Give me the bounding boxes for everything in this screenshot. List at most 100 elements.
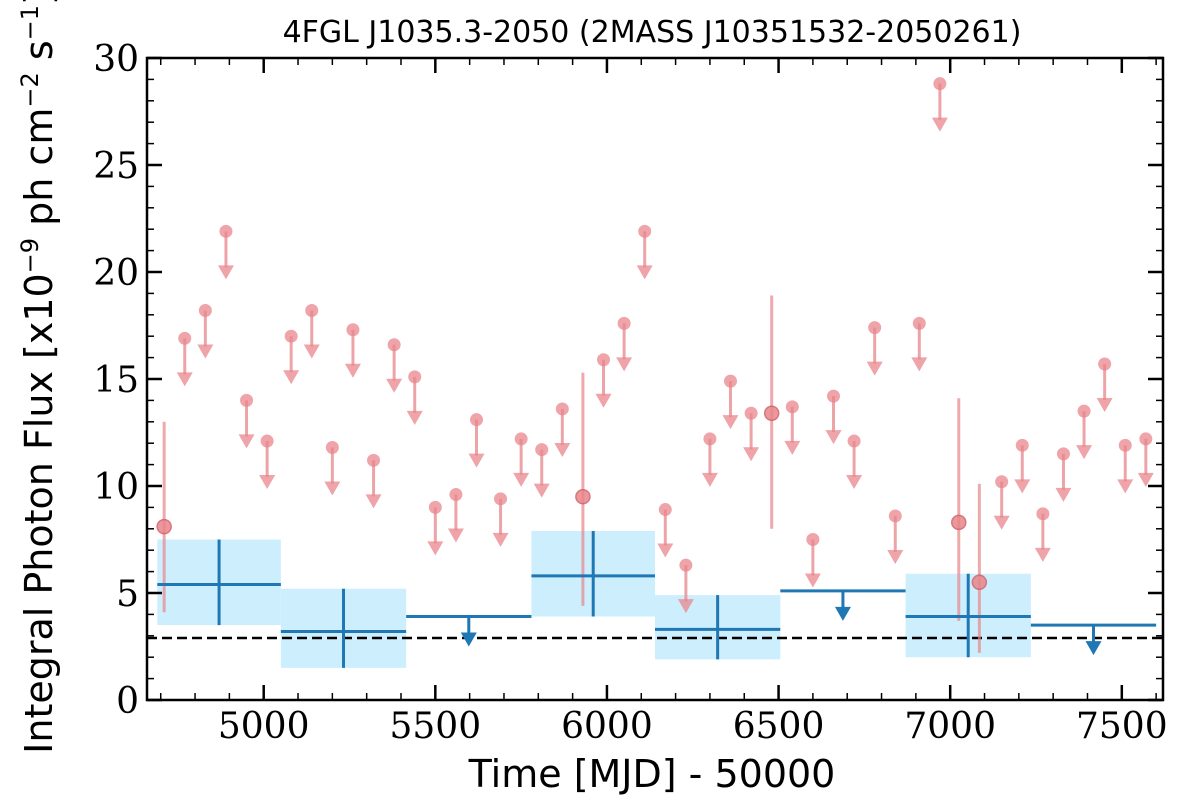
upper-limit-marker (658, 503, 672, 517)
upper-limit-marker (494, 492, 508, 506)
x-tick-label: 6500 (733, 706, 825, 747)
y-tick-label: 15 (93, 360, 139, 401)
upper-limit-arrowhead (846, 475, 863, 490)
upper-limit-marker (198, 304, 212, 318)
short-bin-upper-limit (259, 434, 276, 490)
upper-limit-arrowhead (993, 515, 1010, 530)
short-bin-upper-limit (513, 432, 530, 487)
upper-limit-arrowhead (701, 472, 718, 487)
upper-limit-marker (387, 338, 401, 352)
upper-limit-marker (868, 321, 882, 335)
upper-limit-marker (1056, 447, 1070, 461)
upper-limit-arrowhead (554, 442, 571, 457)
upper-limit-arrowhead (1034, 547, 1051, 562)
short-bin-upper-limit (743, 406, 760, 462)
y-axis-label-part: −2 (16, 72, 44, 107)
upper-limit-marker (679, 558, 693, 572)
long-upper-limit-arrowhead (460, 632, 477, 647)
short-bin-upper-limit (217, 224, 234, 280)
short-bin-upper-limit (238, 393, 255, 449)
short-bin-upper-limit (427, 500, 444, 556)
upper-limit-marker (346, 323, 360, 337)
upper-limit-marker (408, 370, 422, 384)
upper-limit-marker (1118, 438, 1132, 452)
short-bin-upper-limit (722, 374, 739, 430)
upper-limit-arrowhead (324, 481, 341, 496)
short-bin-layer (156, 77, 1154, 653)
upper-limit-marker (703, 432, 717, 446)
upper-limit-marker (449, 488, 463, 502)
short-bin-upper-limit (1117, 438, 1134, 494)
long-bin-upper-limit (1030, 623, 1157, 656)
upper-limit-arrowhead (722, 415, 739, 430)
upper-limit-marker (325, 440, 339, 454)
upper-limit-arrowhead (743, 447, 760, 462)
short-bin-upper-limit (825, 389, 842, 445)
short-bin-upper-limit (324, 440, 341, 496)
long-upper-limit-arrowhead (1085, 641, 1102, 656)
upper-limit-marker (535, 443, 549, 457)
short-bin-upper-limit (533, 443, 550, 498)
short-bin-upper-limit (804, 533, 821, 588)
upper-limit-marker (744, 406, 758, 420)
short-bin-upper-limit (701, 432, 718, 487)
upper-limit-arrowhead (931, 117, 948, 132)
upper-limit-arrowhead (468, 453, 485, 468)
y-axis-label-part: s (17, 40, 61, 72)
detection-marker (156, 518, 172, 535)
upper-limit-arrowhead (513, 472, 530, 487)
upper-limit-marker (1139, 432, 1153, 446)
upper-limit-arrowhead (616, 357, 633, 372)
x-tick-label: 5500 (390, 706, 482, 747)
short-bin-upper-limit (283, 329, 300, 385)
short-bin-upper-limit (1096, 357, 1113, 413)
y-tick-label: 30 (93, 39, 139, 80)
upper-limit-marker (995, 475, 1009, 489)
upper-limit-marker (555, 402, 569, 416)
upper-limit-arrowhead (176, 372, 193, 387)
upper-limit-arrowhead (887, 549, 904, 564)
upper-limit-marker (260, 434, 274, 448)
y-tick-label: 25 (93, 146, 139, 187)
short-bin-upper-limit (784, 400, 801, 455)
y-axis-label-part: ph cm (17, 108, 61, 238)
x-axis-label: Time [MJD] - 50000 (468, 752, 836, 796)
short-bin-upper-limit (492, 492, 509, 547)
short-bin-upper-limit (636, 224, 653, 280)
short-bin-upper-limit (406, 370, 423, 425)
detection-marker (763, 405, 780, 421)
upper-limit-marker (888, 509, 902, 523)
upper-limit-marker (428, 500, 442, 514)
short-bin-detection (575, 372, 591, 606)
short-bin-upper-limit (657, 503, 674, 558)
upper-limit-marker (1077, 404, 1091, 418)
short-bin-upper-limit (386, 338, 403, 393)
upper-limit-marker (912, 316, 926, 330)
upper-limit-marker (1036, 507, 1050, 521)
upper-limit-arrowhead (283, 370, 300, 385)
short-bin-upper-limit (365, 453, 382, 509)
short-bin-upper-limit (303, 304, 320, 359)
upper-limit-marker (826, 389, 840, 403)
upper-limit-arrowhead (784, 440, 801, 455)
y-tick-label: 20 (93, 253, 139, 294)
upper-limit-arrowhead (259, 475, 276, 490)
upper-limit-marker (785, 400, 799, 414)
upper-limit-arrowhead (365, 494, 382, 509)
upper-limit-marker (514, 432, 528, 446)
upper-limit-arrowhead (1117, 479, 1134, 494)
upper-limit-arrowhead (427, 541, 444, 556)
upper-limit-arrowhead (1014, 479, 1031, 494)
upper-limit-marker (638, 224, 652, 238)
short-bin-upper-limit (887, 509, 904, 564)
short-bin-upper-limit (866, 321, 883, 376)
detection-marker (951, 514, 967, 531)
short-bin-upper-limit (1055, 447, 1072, 502)
short-bin-upper-limit (1014, 438, 1031, 494)
upper-limit-marker (367, 453, 381, 467)
upper-limit-arrowhead (492, 532, 509, 547)
upper-limit-arrowhead (344, 363, 361, 378)
long-bin-detection (280, 588, 407, 668)
